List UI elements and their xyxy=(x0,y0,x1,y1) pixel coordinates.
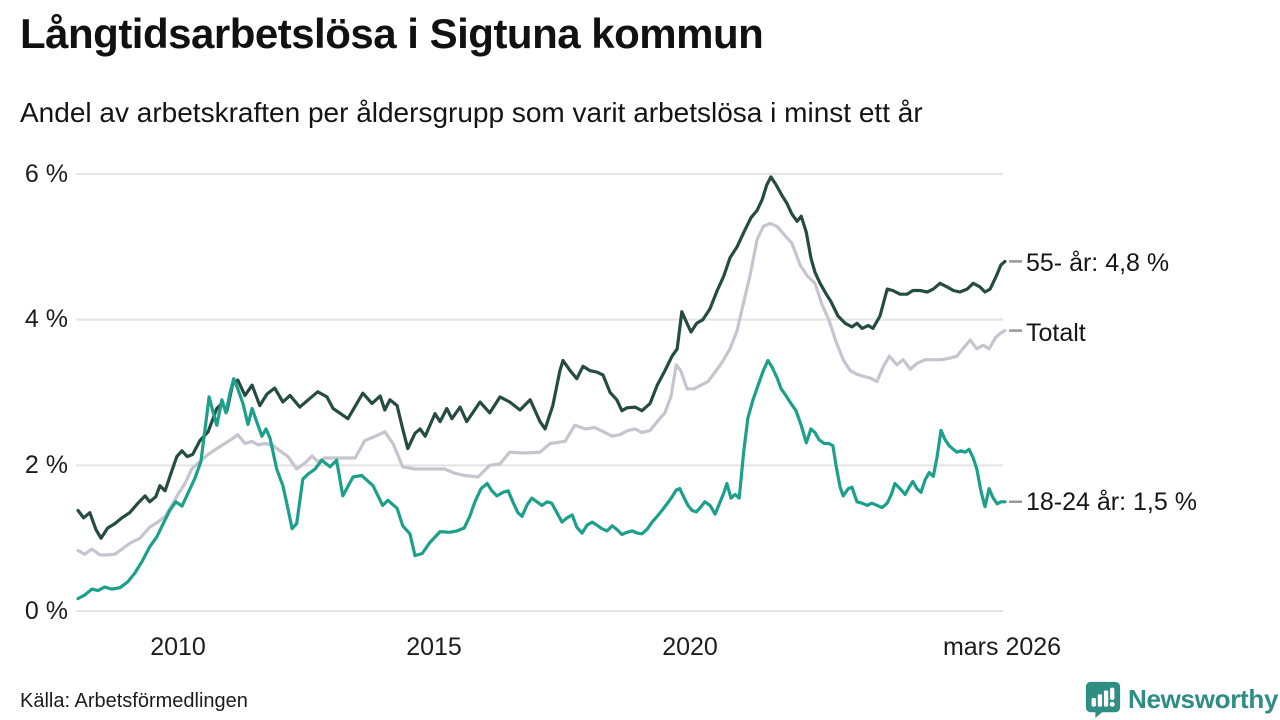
x-axis-label: 2015 xyxy=(406,633,462,661)
x-axis-label: 2010 xyxy=(150,633,206,661)
y-axis-label: 0 % xyxy=(24,597,68,625)
series-end-label-55: 55- år: 4,8 % xyxy=(1026,249,1170,277)
series-line-55- år xyxy=(76,175,1007,540)
newsworthy-logo: Newsworthy xyxy=(1084,680,1278,718)
newsworthy-wordmark: Newsworthy xyxy=(1128,683,1279,714)
y-axis-label: 6 % xyxy=(24,160,68,188)
y-axis-label: 4 % xyxy=(24,305,68,333)
series-end-label-18-24: 18-24 år: 1,5 % xyxy=(1026,488,1197,516)
series-line-18-24 år xyxy=(76,358,1007,601)
y-axis-label: 2 % xyxy=(24,451,68,479)
series-end-label-total: Totalt xyxy=(1026,319,1086,347)
page-title: Långtidsarbetslösa i Sigtuna kommun xyxy=(20,10,764,57)
series-line-Totalt xyxy=(76,221,1007,557)
x-axis-label: 2020 xyxy=(662,633,718,661)
newsworthy-icon xyxy=(1084,680,1122,718)
chart-subtitle: Andel av arbetskraften per åldersgrupp s… xyxy=(20,97,923,128)
source-note: Källa: Arbetsförmedlingen xyxy=(20,690,248,712)
x-axis-label: mars 2026 xyxy=(942,633,1062,661)
